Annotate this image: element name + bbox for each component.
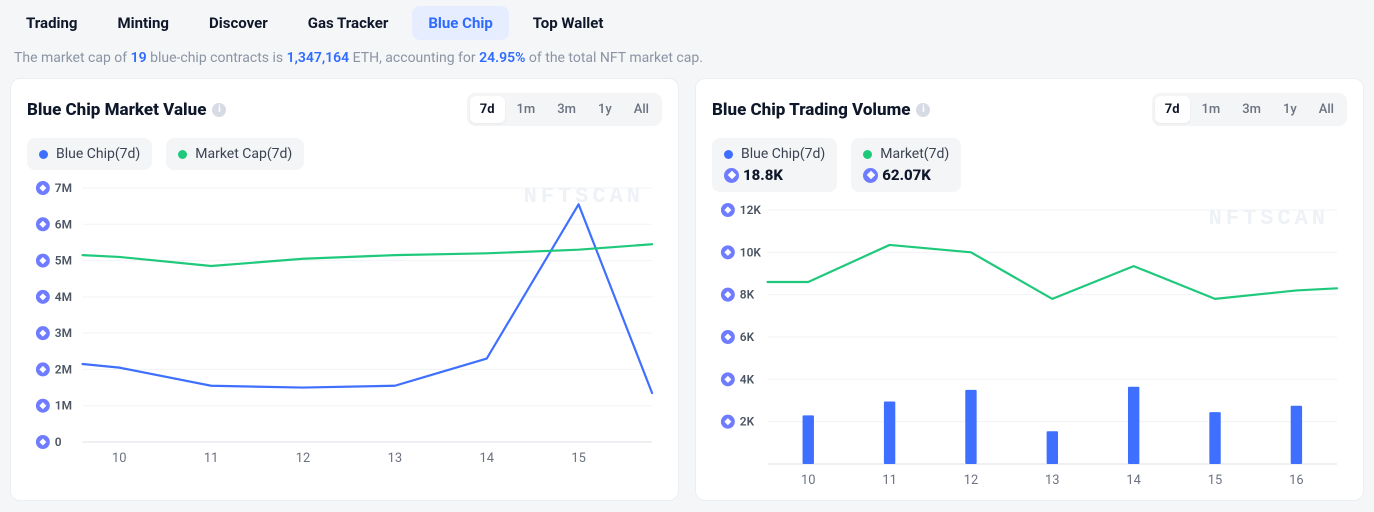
range-1m[interactable]: 1m	[1192, 96, 1231, 123]
range-all[interactable]: All	[1309, 96, 1344, 123]
summary-count: 19	[131, 50, 147, 66]
x-tick-label: 12	[296, 451, 310, 466]
legend-row: Blue Chip(7d) 18.8K Market(7d) 62.07K	[712, 138, 1347, 192]
y-tick-label: 12K	[740, 203, 762, 217]
range-3m[interactable]: 3m	[547, 96, 586, 123]
legend-item[interactable]: Blue Chip(7d)	[27, 138, 152, 170]
y-tick-label: 6M	[55, 217, 72, 231]
legend-label: Market Cap(7d)	[178, 146, 292, 162]
range-selector-right: 7d1m3m1yAll	[1152, 93, 1347, 126]
card-title-text: Blue Chip Trading Volume	[712, 100, 910, 120]
x-tick-label: 15	[1208, 473, 1222, 488]
y-tick-label: 6K	[740, 330, 755, 344]
x-tick-label: 10	[112, 451, 126, 466]
summary-pct: 24.95%	[479, 50, 525, 66]
tab-blue-chip[interactable]: Blue Chip	[412, 6, 508, 40]
x-tick-label: 14	[1126, 473, 1140, 488]
range-1y[interactable]: 1y	[1273, 96, 1307, 123]
y-tick-label: 7M	[55, 181, 72, 195]
legend-label-text: Blue Chip(7d)	[741, 146, 825, 162]
chart-market-value: 0 1M 2M 3M 4M 5M 6M 7M 10 11 12 13 14 15	[27, 178, 662, 468]
range-3m[interactable]: 3m	[1232, 96, 1271, 123]
legend-dot-icon	[178, 150, 187, 159]
y-tick-label: 5M	[55, 254, 72, 268]
legend-label: Blue Chip(7d)	[724, 146, 825, 162]
x-tick-label: 12	[964, 473, 978, 488]
legend-label-text: Market Cap(7d)	[195, 146, 292, 162]
chart-trading-volume: 2K 4K 6K 8K 10K 12K 10 11 12 13 14 15 16	[712, 200, 1347, 490]
tab-minting[interactable]: Minting	[101, 6, 185, 40]
y-tick-label: 8K	[740, 288, 755, 302]
legend-label-text: Blue Chip(7d)	[56, 146, 140, 162]
nav-tabs: TradingMintingDiscoverGas TrackerBlue Ch…	[0, 0, 1374, 46]
legend-label: Market(7d)	[863, 146, 949, 162]
watermark: NFTSCAN	[1209, 206, 1329, 231]
legend-value: 62.07K	[863, 166, 931, 184]
eth-icon	[724, 168, 739, 183]
y-tick-label: 2M	[55, 362, 72, 376]
watermark: NFTSCAN	[524, 184, 644, 209]
range-1y[interactable]: 1y	[588, 96, 622, 123]
x-tick-label: 11	[204, 451, 218, 466]
range-selector-left: 7d1m3m1yAll	[467, 93, 662, 126]
x-tick-label: 16	[1289, 473, 1303, 488]
summary-mid1: blue-chip contracts is	[147, 50, 287, 66]
summary-suffix: of the total NFT market cap.	[525, 50, 702, 66]
y-tick-label: 3M	[55, 326, 72, 340]
card-header: Blue Chip Market Value i 7d1m3m1yAll	[27, 93, 662, 126]
y-tick-label: 1M	[55, 399, 72, 413]
y-tick-label: 4K	[740, 372, 755, 386]
x-tick-label: 14	[479, 451, 493, 466]
chart-wrap-right: NFTSCAN 2K 4K 6K 8K 10K 12K 10 11 12 13 14 15 16	[712, 200, 1347, 490]
legend-row: Blue Chip(7d) Market Cap(7d)	[27, 138, 662, 170]
legend-dot-icon	[724, 150, 733, 159]
card-market-value: Blue Chip Market Value i 7d1m3m1yAll Blu…	[10, 78, 679, 501]
legend-item[interactable]: Market(7d) 62.07K	[851, 138, 961, 192]
tab-discover[interactable]: Discover	[193, 6, 284, 40]
legend-value-text: 18.8K	[743, 166, 783, 184]
legend-dot-icon	[39, 150, 48, 159]
y-tick-label: 10K	[740, 245, 762, 259]
chart-wrap-left: NFTSCAN 0 1M 2M 3M 4M 5M 6M 7M 10 11 12 13 14 15	[27, 178, 662, 468]
legend-dot-icon	[863, 150, 872, 159]
y-tick-label: 2K	[740, 415, 755, 429]
info-icon[interactable]: i	[916, 103, 930, 117]
summary-value: 1,347,164	[287, 50, 350, 66]
legend-item[interactable]: Market Cap(7d)	[166, 138, 304, 170]
info-icon[interactable]: i	[212, 103, 226, 117]
range-7d[interactable]: 7d	[1155, 96, 1190, 123]
tab-top-wallet[interactable]: Top Wallet	[517, 6, 620, 40]
legend-value: 18.8K	[724, 166, 783, 184]
x-tick-label: 15	[571, 451, 585, 466]
eth-icon	[863, 168, 878, 183]
range-all[interactable]: All	[624, 96, 659, 123]
card-header: Blue Chip Trading Volume i 7d1m3m1yAll	[712, 93, 1347, 126]
card-title: Blue Chip Market Value i	[27, 100, 226, 120]
legend-value-text: 62.07K	[882, 166, 931, 184]
y-tick-label: 0	[55, 435, 62, 449]
card-trading-volume: Blue Chip Trading Volume i 7d1m3m1yAll B…	[695, 78, 1364, 501]
x-tick-label: 13	[1045, 473, 1059, 488]
legend-label-text: Market(7d)	[880, 146, 949, 162]
legend-item[interactable]: Blue Chip(7d) 18.8K	[712, 138, 837, 192]
x-tick-label: 10	[801, 473, 815, 488]
tab-trading[interactable]: Trading	[10, 6, 93, 40]
card-title-text: Blue Chip Market Value	[27, 100, 206, 120]
legend-label: Blue Chip(7d)	[39, 146, 140, 162]
y-tick-label: 4M	[55, 290, 72, 304]
range-1m[interactable]: 1m	[507, 96, 546, 123]
range-7d[interactable]: 7d	[470, 96, 505, 123]
card-title: Blue Chip Trading Volume i	[712, 100, 930, 120]
panels-row: Blue Chip Market Value i 7d1m3m1yAll Blu…	[0, 78, 1374, 501]
tab-gas-tracker[interactable]: Gas Tracker	[292, 6, 405, 40]
summary-line: The market cap of 19 blue-chip contracts…	[0, 46, 1374, 78]
x-tick-label: 11	[882, 473, 896, 488]
x-tick-label: 13	[388, 451, 402, 466]
summary-prefix: The market cap of	[14, 50, 131, 66]
summary-mid2: ETH, accounting for	[349, 50, 479, 66]
